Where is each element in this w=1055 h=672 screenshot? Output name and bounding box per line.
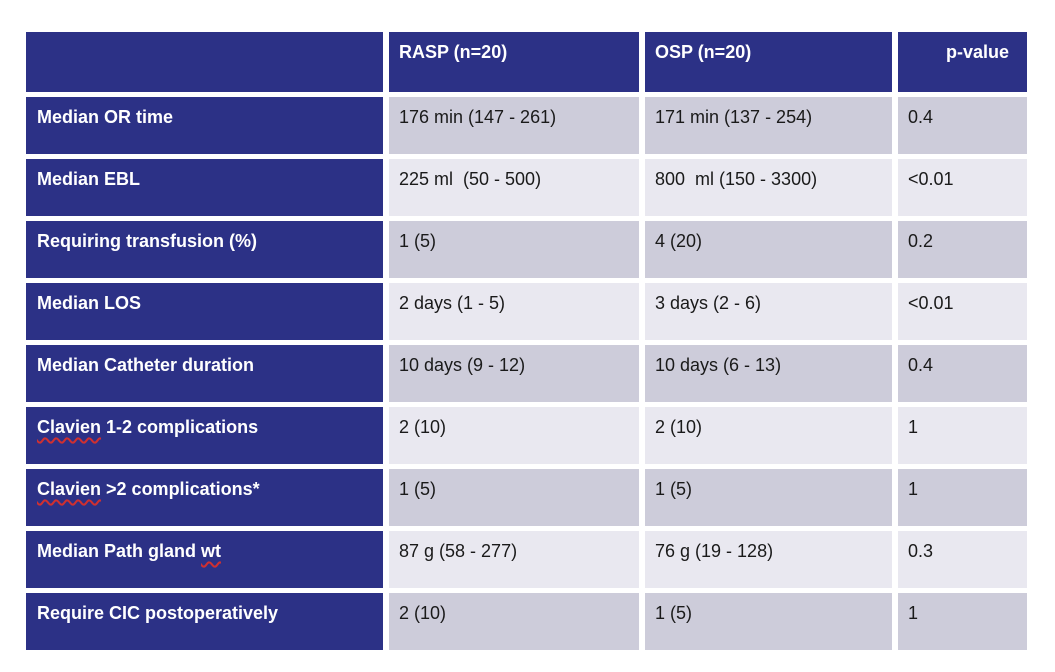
rasp-value: 2 (10) bbox=[389, 407, 639, 464]
p-value: 0.4 bbox=[898, 345, 1027, 402]
row-label: Median OR time bbox=[26, 97, 383, 154]
p-value: <0.01 bbox=[898, 283, 1027, 340]
header-rasp: RASP (n=20) bbox=[389, 32, 639, 92]
rasp-value: 10 days (9 - 12) bbox=[389, 345, 639, 402]
p-value: 1 bbox=[898, 593, 1027, 650]
rasp-value: 1 (5) bbox=[389, 221, 639, 278]
row-label: Requiring transfusion (%) bbox=[26, 221, 383, 278]
header-empty-cell bbox=[26, 32, 383, 92]
header-pvalue: p-value bbox=[898, 32, 1027, 92]
misspelled-word-clavien: Clavien bbox=[37, 417, 102, 437]
row-label-text-after: 1-2 complications bbox=[101, 417, 259, 437]
osp-value: 800 ml (150 - 3300) bbox=[645, 159, 892, 216]
row-label: Require CIC postoperatively bbox=[26, 593, 383, 650]
row-label: Median Catheter duration bbox=[26, 345, 383, 402]
osp-value: 1 (5) bbox=[645, 593, 892, 650]
p-value: 0.2 bbox=[898, 221, 1027, 278]
row-label: Median EBL bbox=[26, 159, 383, 216]
row-label-text: Median Catheter duration bbox=[37, 355, 255, 375]
osp-value: 1 (5) bbox=[645, 469, 892, 526]
row-label: Clavien 1-2 complications bbox=[26, 407, 383, 464]
osp-value: 2 (10) bbox=[645, 407, 892, 464]
p-value: <0.01 bbox=[898, 159, 1027, 216]
rasp-value: 87 g (58 - 277) bbox=[389, 531, 639, 588]
osp-value: 4 (20) bbox=[645, 221, 892, 278]
row-label-text: Median Path gland bbox=[37, 541, 202, 561]
misspelled-word-clavien: Clavien bbox=[37, 479, 102, 499]
rasp-value: 176 min (147 - 261) bbox=[389, 97, 639, 154]
row-label-text: Requiring transfusion (%) bbox=[37, 231, 257, 251]
osp-value: 76 g (19 - 128) bbox=[645, 531, 892, 588]
row-label-text: Median LOS bbox=[37, 293, 142, 313]
misspelled-word-wt: wt bbox=[201, 541, 222, 561]
osp-value: 171 min (137 - 254) bbox=[645, 97, 892, 154]
row-label-text-after: >2 complications* bbox=[101, 479, 260, 499]
rasp-value: 2 days (1 - 5) bbox=[389, 283, 639, 340]
osp-value: 10 days (6 - 13) bbox=[645, 345, 892, 402]
header-osp: OSP (n=20) bbox=[645, 32, 892, 92]
rasp-value: 225 ml (50 - 500) bbox=[389, 159, 639, 216]
row-label-text: Require CIC postoperatively bbox=[37, 603, 279, 623]
p-value: 1 bbox=[898, 407, 1027, 464]
p-value: 0.3 bbox=[898, 531, 1027, 588]
p-value: 0.4 bbox=[898, 97, 1027, 154]
row-label-text: Median EBL bbox=[37, 169, 141, 189]
p-value: 1 bbox=[898, 469, 1027, 526]
outcomes-comparison-table: RASP (n=20) OSP (n=20) p-value Median OR… bbox=[26, 32, 1027, 650]
rasp-value: 1 (5) bbox=[389, 469, 639, 526]
row-label: Median Path gland wt bbox=[26, 531, 383, 588]
osp-value: 3 days (2 - 6) bbox=[645, 283, 892, 340]
row-label: Median LOS bbox=[26, 283, 383, 340]
row-label-text: Median OR time bbox=[37, 107, 174, 127]
row-label: Clavien >2 complications* bbox=[26, 469, 383, 526]
rasp-value: 2 (10) bbox=[389, 593, 639, 650]
